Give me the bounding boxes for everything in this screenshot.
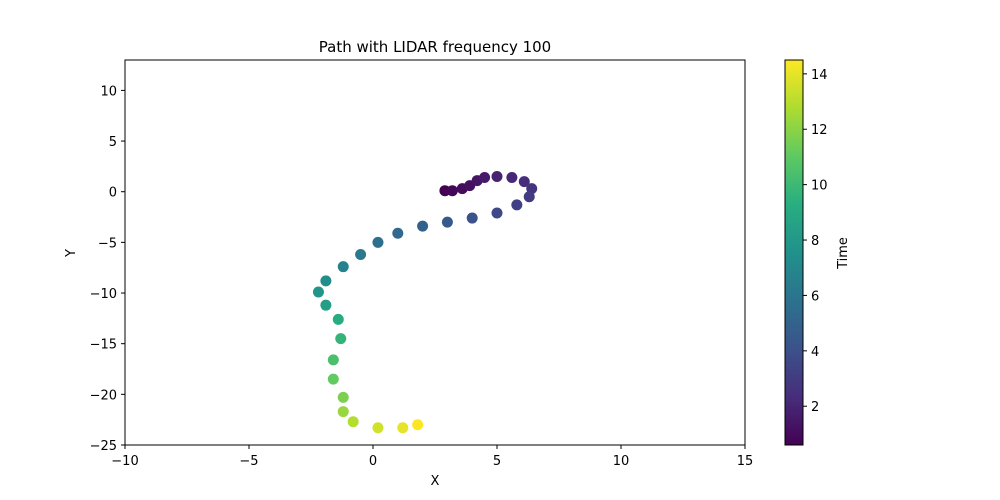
data-point [332, 313, 344, 325]
colorbar: 2 4 6 8 10 12 14 Time [784, 59, 851, 446]
data-point [372, 236, 384, 248]
data-point [320, 275, 332, 287]
data-point [506, 172, 518, 184]
x-tick-label: 0 [369, 454, 377, 469]
colorbar-label: Time [836, 237, 851, 270]
y-axis-label: Y [64, 249, 79, 258]
y-tick-label: −15 [90, 338, 117, 353]
data-point [511, 199, 523, 211]
colorbar-ticks: 2 4 6 8 10 12 14 [803, 68, 828, 415]
data-point [372, 422, 384, 434]
colorbar-tick-label: 6 [811, 289, 819, 304]
data-point [466, 212, 478, 224]
x-tick-label: 15 [737, 454, 754, 469]
data-point [335, 333, 347, 345]
data-point [412, 419, 424, 431]
data-point [337, 406, 349, 418]
y-tick-label: −10 [90, 287, 117, 302]
x-axis-label: X [431, 474, 440, 489]
data-point [518, 176, 530, 188]
plot-frame [124, 59, 746, 446]
y-tick-label: −5 [98, 236, 117, 251]
colorbar-tick-label: 10 [811, 179, 828, 194]
data-point [491, 171, 503, 183]
x-tick-label: 5 [493, 454, 501, 469]
data-point [327, 373, 339, 385]
colorbar-tick-label: 2 [811, 400, 819, 415]
colorbar-tick-label: 8 [811, 234, 819, 249]
data-point [327, 354, 339, 366]
data-point [491, 207, 503, 219]
x-tick-label: 10 [613, 454, 630, 469]
data-point [479, 172, 491, 184]
colorbar-tick-label: 4 [811, 345, 819, 360]
data-point [397, 422, 409, 434]
x-axis: −10 −5 0 5 10 15 [111, 445, 753, 469]
data-point [337, 391, 349, 403]
data-point [417, 220, 429, 232]
y-tick-label: 0 [109, 186, 117, 201]
data-point [441, 216, 453, 228]
data-point [523, 191, 535, 203]
x-tick-label: −10 [111, 454, 138, 469]
data-point [320, 299, 332, 311]
data-point [347, 416, 359, 428]
y-tick-label: −25 [90, 439, 117, 454]
colorbar-tick-label: 12 [811, 123, 828, 138]
data-point [446, 185, 458, 197]
colorbar-tick-label: 14 [811, 68, 828, 83]
chart-title: Path with LIDAR frequency 100 [319, 38, 551, 56]
data-point [337, 261, 349, 273]
scatter-series [312, 171, 538, 434]
y-tick-label: 5 [109, 135, 117, 150]
y-axis: −25 −20 −15 −10 −5 0 5 10 [90, 84, 125, 454]
y-tick-label: −20 [90, 388, 117, 403]
data-point [392, 227, 404, 239]
y-tick-label: 10 [100, 84, 117, 99]
x-tick-label: −5 [239, 454, 258, 469]
data-point [312, 286, 324, 298]
data-point [355, 249, 367, 261]
colorbar-gradient [784, 59, 804, 446]
